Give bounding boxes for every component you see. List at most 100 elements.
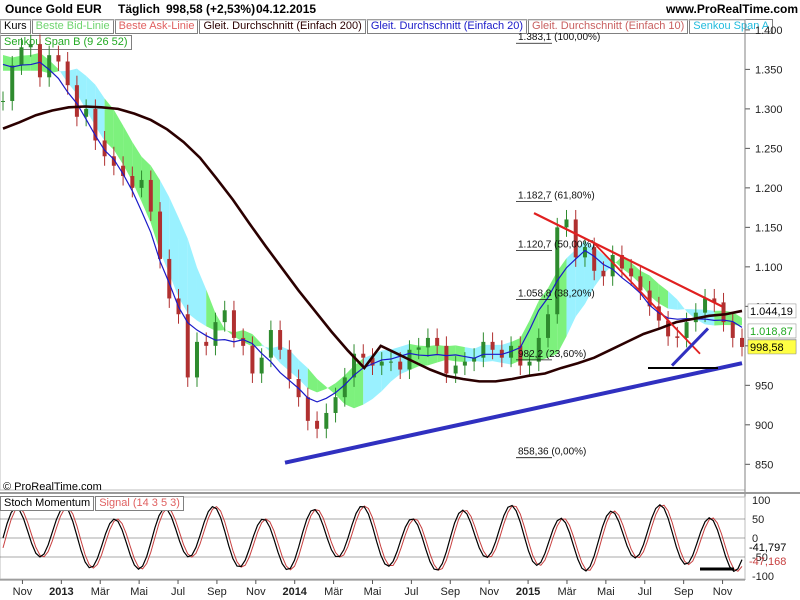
y-tick-label: 1.200 — [755, 183, 783, 195]
cloud-segment — [160, 180, 170, 274]
cloud-segment — [132, 141, 142, 202]
indicator-lines — [2, 61, 743, 403]
x-tick-label: Mai — [597, 586, 615, 598]
main-panel-frame — [0, 19, 746, 491]
candle-body — [518, 345, 523, 366]
x-tick-label: Nov — [713, 586, 733, 598]
x-tick-label: Jul — [404, 586, 418, 598]
candle-body — [536, 337, 541, 362]
cloud-segment — [30, 52, 40, 71]
cloud-segment — [520, 320, 530, 361]
candle-body — [278, 330, 283, 350]
cloud-segment — [58, 68, 68, 83]
cloud-segment — [49, 60, 59, 74]
candle-body — [435, 337, 440, 346]
fib-label-0: 1.383,1 (100,00%) — [518, 32, 600, 43]
badge-spana-text: 1.018,87 — [750, 326, 793, 338]
y-tick-label: 950 — [755, 380, 773, 392]
candle-body — [10, 65, 15, 101]
trend-lines[interactable] — [284, 212, 743, 465]
candle-body — [721, 302, 726, 323]
fib-label-2: 1.120,7 (50,00%) — [518, 239, 595, 250]
cloud-segment — [270, 345, 281, 364]
x-tick-label: 2015 — [516, 586, 540, 598]
legend-stoch-momentum[interactable]: Stoch Momentum — [0, 496, 95, 511]
candle-body — [712, 298, 717, 303]
cloud-segment — [104, 98, 114, 150]
badge-last-box — [747, 339, 797, 355]
candle-body — [93, 108, 98, 141]
candle-body — [250, 345, 255, 374]
candle-body — [204, 341, 209, 346]
copyright-note: © ProRealTime.com — [3, 481, 102, 493]
candle-body — [213, 322, 218, 346]
x-tick-label: 2013 — [49, 586, 73, 598]
cloud-segment — [686, 309, 696, 320]
cloud-segment — [640, 270, 650, 296]
y-tick-label: 1.300 — [755, 104, 783, 116]
candle-body — [315, 420, 320, 429]
candle-body — [740, 337, 744, 347]
chart-date: 04.12.2015 — [256, 2, 317, 16]
x-tick-label: Nov — [246, 586, 266, 598]
cloud-segment — [95, 84, 105, 141]
candle-body — [130, 176, 135, 188]
stoch-tick-label: -100 — [752, 571, 774, 583]
candle-body — [259, 357, 264, 374]
cloud-segment — [252, 334, 262, 347]
instrument-name: Ounce Gold EUR — [5, 2, 102, 16]
legend-item-6[interactable]: Senkou Span A — [689, 19, 774, 34]
cloud-segment — [76, 68, 87, 110]
cloud-segment — [317, 378, 327, 393]
legend-senkou-b[interactable]: Senkou Span B (9 26 52) — [0, 35, 132, 50]
cloud-segment — [233, 330, 244, 342]
badge-spana-box — [747, 323, 797, 339]
cloud-segment — [298, 359, 308, 389]
resistance-trendline — [533, 212, 723, 308]
cloud-segment — [658, 283, 669, 309]
x-tick-label: Nov — [479, 586, 499, 598]
x-axis: Nov 2013 Mär Mai Jul Sep Nov 2014 Mär Mai Jul Sep No… — [13, 580, 733, 598]
candle-body — [287, 349, 292, 380]
legend-item-3[interactable]: Gleit. Durchschnitt (Einfach 200) — [199, 19, 366, 34]
cloud-segment — [584, 241, 595, 304]
x-tick-label: Mär — [557, 586, 576, 598]
cloud-segment — [178, 217, 188, 314]
y-tick-label: 1.350 — [755, 64, 783, 76]
period-label: Täglich — [118, 2, 161, 16]
candle-body — [222, 310, 227, 323]
stoch-value-2: -47,168 — [749, 556, 786, 568]
candle-body — [638, 276, 643, 291]
cloud-segment — [326, 383, 336, 395]
cloud-segment — [677, 299, 687, 312]
candle-body — [167, 258, 172, 299]
cloud-segment — [594, 246, 604, 288]
cloud-segment — [566, 249, 576, 337]
candle-body — [268, 330, 273, 358]
cloud-segment — [21, 55, 31, 71]
stoch-tick-label: 50 — [752, 514, 764, 526]
candle-body — [324, 412, 329, 429]
legend-item-2[interactable]: Beste Ask-Linie — [114, 19, 199, 34]
stoch-momentum-line — [2, 503, 743, 573]
cloud-segment — [307, 368, 318, 393]
candle-body — [388, 361, 393, 363]
candle-body — [305, 397, 310, 421]
candle-body — [37, 44, 42, 78]
candle-body — [342, 377, 347, 398]
x-tick-label: Sep — [674, 586, 694, 598]
site-link[interactable]: www.ProRealTime.com — [666, 2, 799, 16]
cloud-segment — [141, 156, 151, 223]
legend-stoch-signal[interactable]: Signal (14 3 5 3) — [95, 496, 184, 511]
x-tick-label: Nov — [13, 586, 33, 598]
stoch-legend: Stoch Momentum Signal (14 3 5 3) — [0, 496, 185, 511]
candle-body — [490, 341, 495, 350]
candle-body — [472, 357, 477, 362]
cloud-segment — [668, 291, 678, 310]
badge-last-text: 998,58 — [750, 342, 784, 354]
x-tick-label: Mär — [91, 586, 110, 598]
y-tick-label: 1.150 — [755, 222, 783, 234]
candle-body — [241, 337, 246, 346]
cloud-segment — [575, 241, 585, 317]
